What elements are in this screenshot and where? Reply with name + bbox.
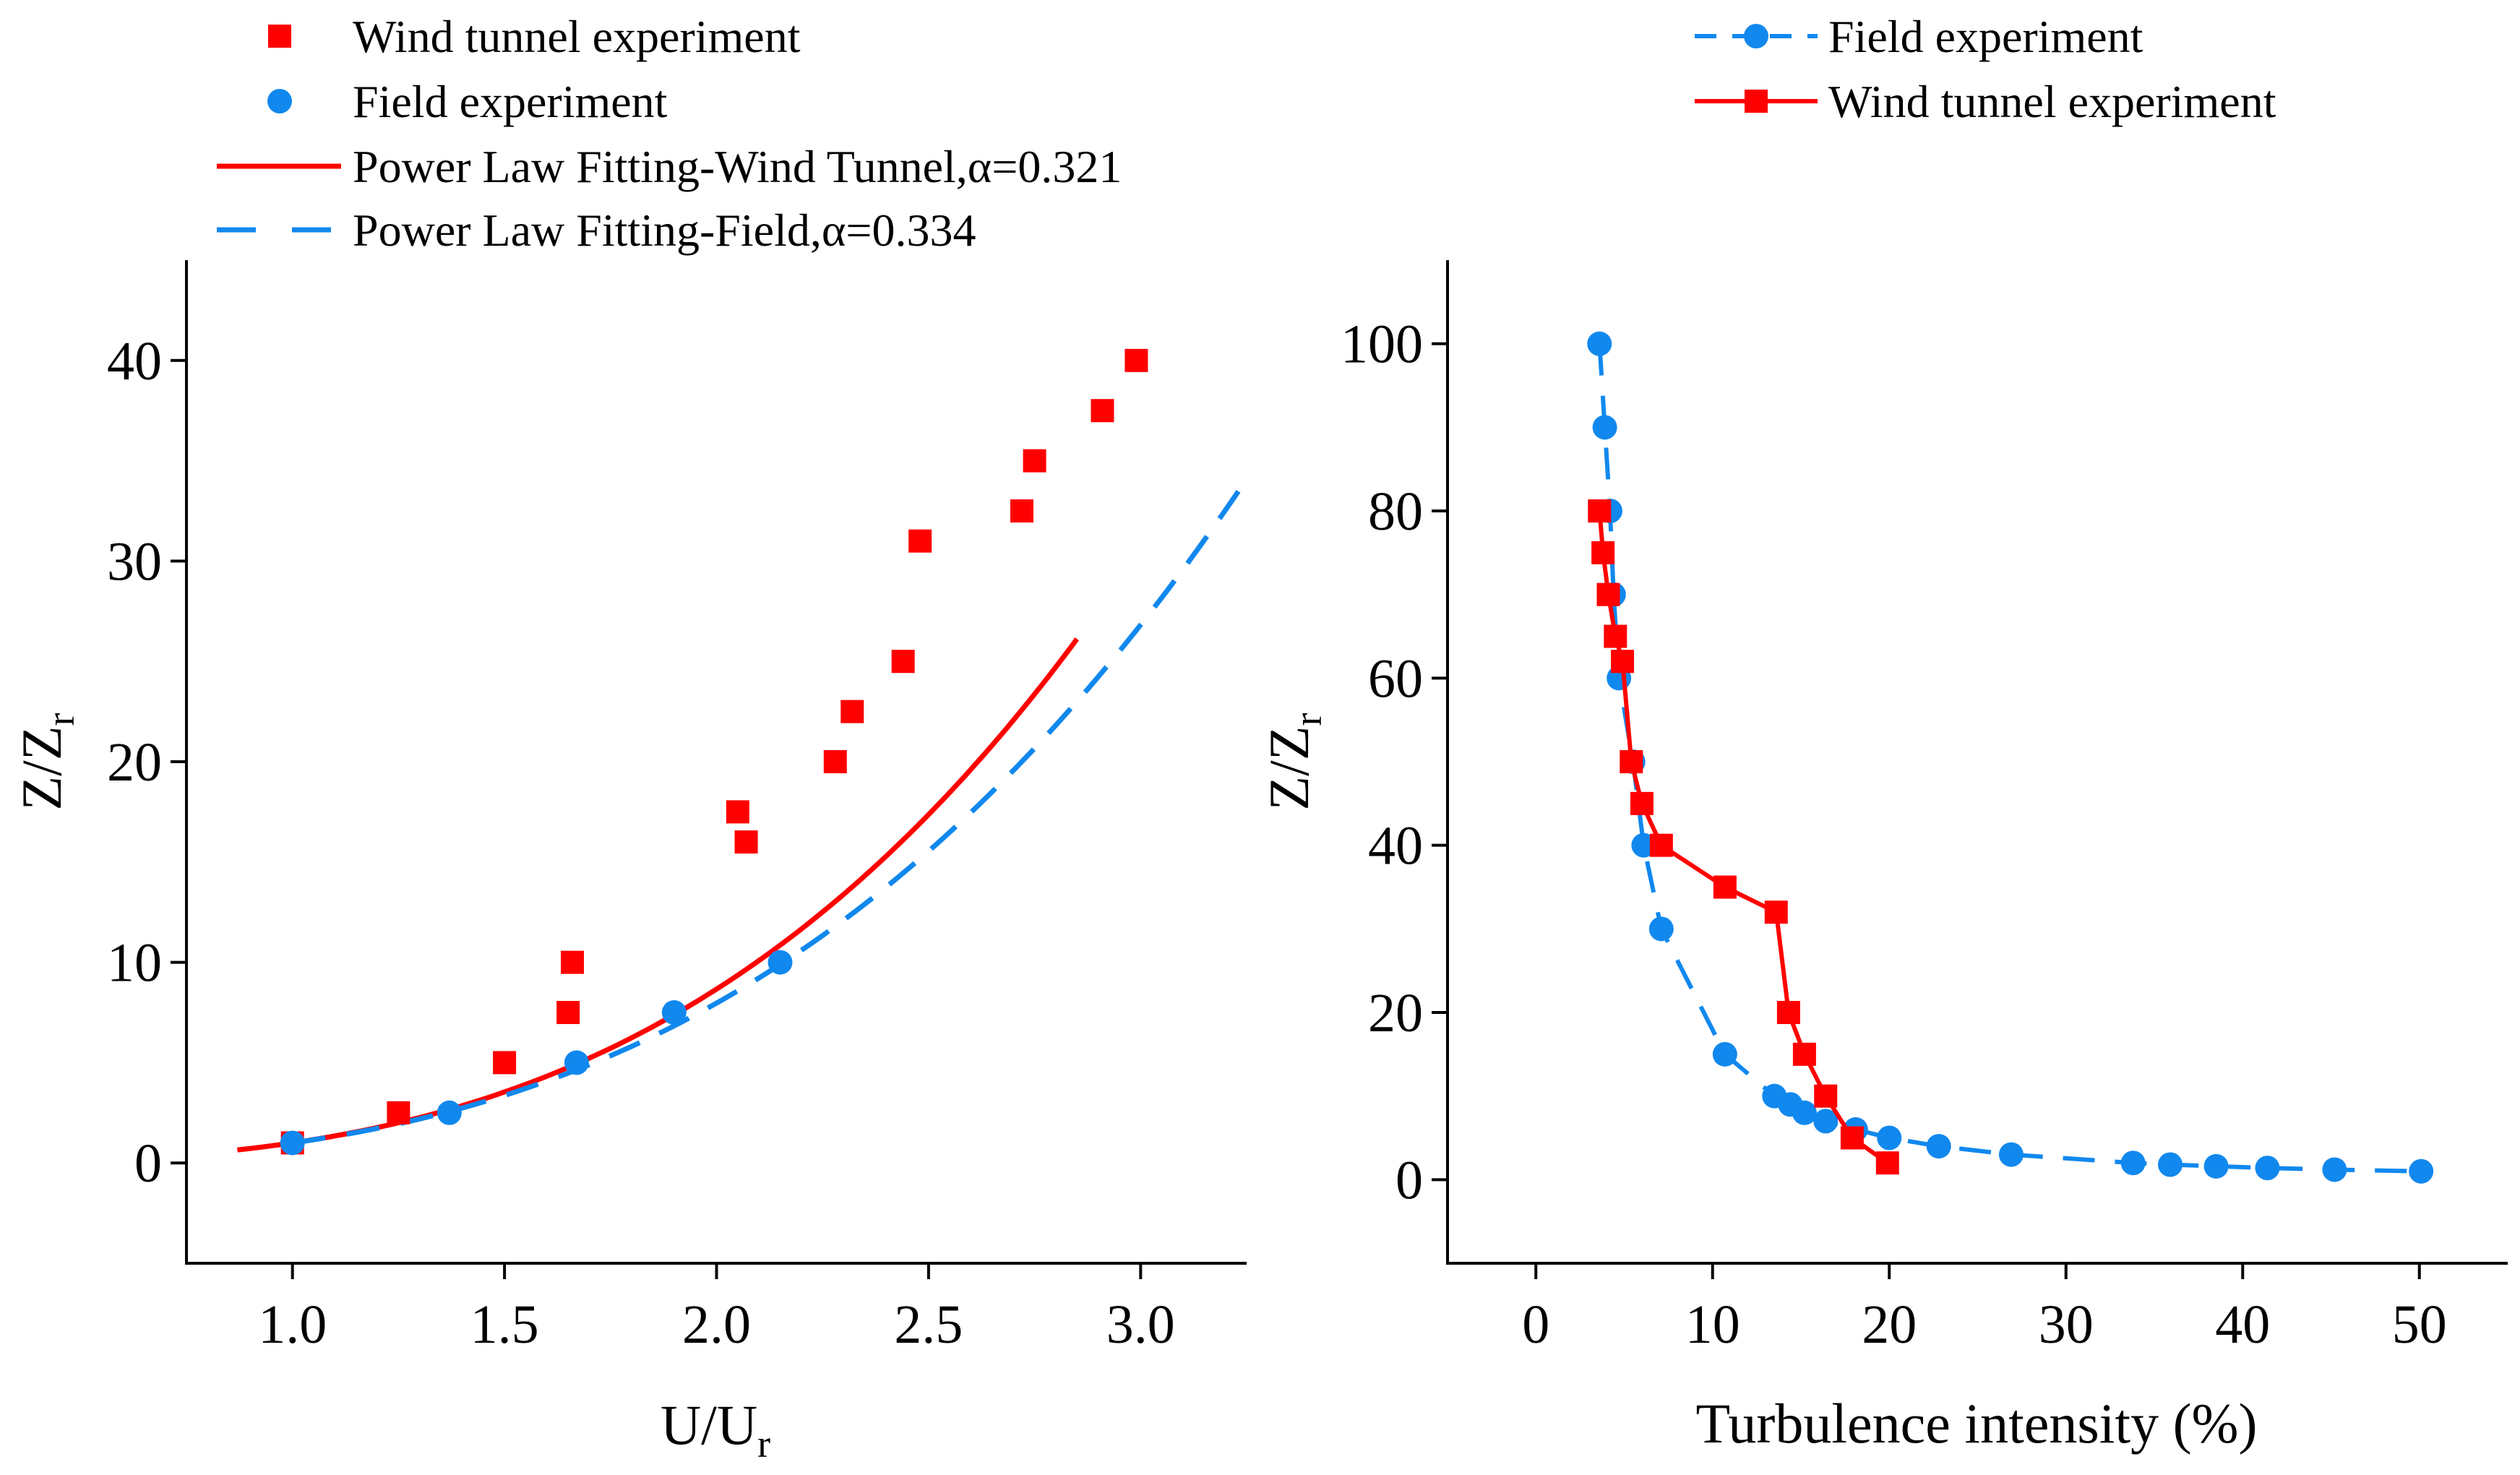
- wind-tunnel-point: [560, 950, 584, 974]
- field-fit-curve: [292, 478, 1249, 1145]
- right-ytick-label: 0: [1396, 1150, 1423, 1210]
- left-xtick-label: 2.5: [894, 1294, 963, 1355]
- legend-label: Power Law Fitting-Field,α=0.334: [353, 205, 976, 256]
- left-legend: Wind tunnel experiment Field experiment Po…: [217, 11, 1122, 256]
- right-y-axis-title: Z/Zr: [1257, 713, 1330, 811]
- left-ytick-label: 30: [107, 531, 162, 592]
- wind-tunnel-point: [823, 750, 847, 773]
- legend-wind-tunnel-marker: [1745, 90, 1768, 113]
- field-point: [1792, 1100, 1817, 1125]
- wind-tunnel-point: [1840, 1126, 1864, 1150]
- wind-tunnel-point: [1591, 541, 1615, 564]
- field-point: [2322, 1157, 2347, 1182]
- right-xtick-label: 10: [1685, 1294, 1740, 1355]
- field-point: [1877, 1125, 1902, 1151]
- field-line: [1597, 343, 2422, 1174]
- legend-label: Field experiment: [353, 76, 668, 127]
- turbulence-profile-panel: 0 10 20 30 40 50 0 20 40 60 80 100 Field experiment…: [1257, 11, 2508, 1455]
- right-xtick-label: 30: [2039, 1294, 2094, 1355]
- left-x-axis-title: U/Ur: [661, 1393, 770, 1466]
- wind-tunnel-point: [1604, 624, 1627, 648]
- right-xtick-label: 0: [1522, 1294, 1549, 1355]
- right-ticks: 0 10 20 30 40 50 0 20 40 60 80 100: [1341, 314, 2447, 1355]
- field-point: [1813, 1109, 1839, 1134]
- right-xtick-label: 50: [2392, 1294, 2447, 1355]
- left-plot-area: [237, 348, 1249, 1156]
- right-ytick-label: 80: [1368, 481, 1423, 542]
- right-legend: Field experiment Wind tunnel experiment: [1695, 11, 2276, 127]
- wind-tunnel-point: [1776, 1001, 1800, 1024]
- wind-tunnel-point: [1713, 875, 1737, 899]
- wind-tunnel-point: [1588, 499, 1612, 523]
- field-point: [2203, 1153, 2229, 1179]
- left-xtick-label: 1.5: [470, 1294, 539, 1355]
- field-point: [1587, 331, 1612, 356]
- legend-wind-tunnel-marker: [268, 25, 291, 48]
- right-ytick-label: 40: [1368, 816, 1423, 877]
- wind-tunnel-point: [1630, 791, 1654, 815]
- wind-tunnel-point: [556, 1001, 580, 1024]
- left-xtick-label: 1.0: [258, 1294, 327, 1355]
- legend-field-marker: [1744, 24, 1768, 48]
- legend-label: Field experiment: [1828, 11, 2143, 62]
- legend-label: Wind tunnel experiment: [353, 11, 801, 62]
- field-point: [2409, 1158, 2434, 1184]
- velocity-profile-panel: 1.0 1.5 2.0 2.5 3.0 0 10 20 30 40 Wind tunnel exp…: [10, 11, 1249, 1466]
- wind-tunnel-point: [726, 800, 749, 824]
- left-y-axis-title: Z/Zr: [10, 713, 82, 811]
- left-xtick-label: 2.0: [682, 1294, 751, 1355]
- field-point: [437, 1100, 462, 1125]
- wind-tunnel-point: [1620, 750, 1643, 773]
- wind-tunnel-point: [1010, 499, 1033, 523]
- legend-label: Power Law Fitting-Wind Tunnel,α=0.321: [353, 141, 1122, 192]
- right-ytick-label: 60: [1368, 648, 1423, 709]
- right-ytick-label: 20: [1368, 983, 1423, 1044]
- left-ticks: 1.0 1.5 2.0 2.5 3.0 0 10 20 30 40: [107, 331, 1175, 1355]
- wind-tunnel-point: [1764, 900, 1788, 924]
- right-xtick-label: 40: [2215, 1294, 2270, 1355]
- field-point: [1648, 916, 1674, 942]
- right-ytick-label: 100: [1341, 314, 1423, 375]
- field-point: [1926, 1134, 1951, 1159]
- wind-tunnel-point: [1611, 650, 1635, 674]
- field-point: [1712, 1041, 1737, 1067]
- field-point: [2255, 1156, 2280, 1181]
- field-point: [1592, 415, 1617, 440]
- field-point: [564, 1050, 589, 1075]
- left-xtick-label: 3.0: [1106, 1294, 1175, 1355]
- field-point: [280, 1130, 305, 1156]
- left-ytick-label: 40: [107, 331, 162, 392]
- right-xtick-label: 20: [1862, 1294, 1917, 1355]
- legend-field-marker: [267, 89, 292, 113]
- field-point: [661, 1000, 687, 1025]
- field-point: [767, 950, 793, 975]
- wind-tunnel-point: [1814, 1084, 1838, 1108]
- wind-tunnel-point: [891, 650, 915, 674]
- wind-tunnel-point: [1875, 1151, 1899, 1175]
- field-point: [1998, 1142, 2024, 1167]
- wind-tunnel-point: [840, 700, 864, 723]
- field-point: [2120, 1151, 2146, 1176]
- wind-tunnel-point: [1649, 833, 1673, 857]
- right-plot-area: [1587, 331, 2434, 1184]
- wind-tunnel-point: [1596, 582, 1620, 606]
- wind-tunnel-point: [1091, 399, 1114, 423]
- legend-label: Wind tunnel experiment: [1828, 76, 2276, 127]
- wind-tunnel-point: [1792, 1042, 1816, 1066]
- wind-tunnel-point: [387, 1101, 410, 1124]
- field-point: [2158, 1152, 2183, 1177]
- wind-tunnel-point: [734, 830, 758, 854]
- wind-tunnel-point: [1124, 348, 1148, 372]
- left-ytick-label: 10: [107, 933, 162, 994]
- left-ytick-label: 20: [107, 732, 162, 793]
- wind-tunnel-point: [908, 529, 932, 553]
- wind-tunnel-point: [493, 1051, 517, 1075]
- wind-tunnel-point: [1023, 449, 1046, 473]
- left-ytick-label: 0: [134, 1133, 162, 1194]
- right-x-axis-title: Turbulence intensity (%): [1696, 1392, 2258, 1455]
- wind-tunnel-fit-curve: [237, 637, 1080, 1153]
